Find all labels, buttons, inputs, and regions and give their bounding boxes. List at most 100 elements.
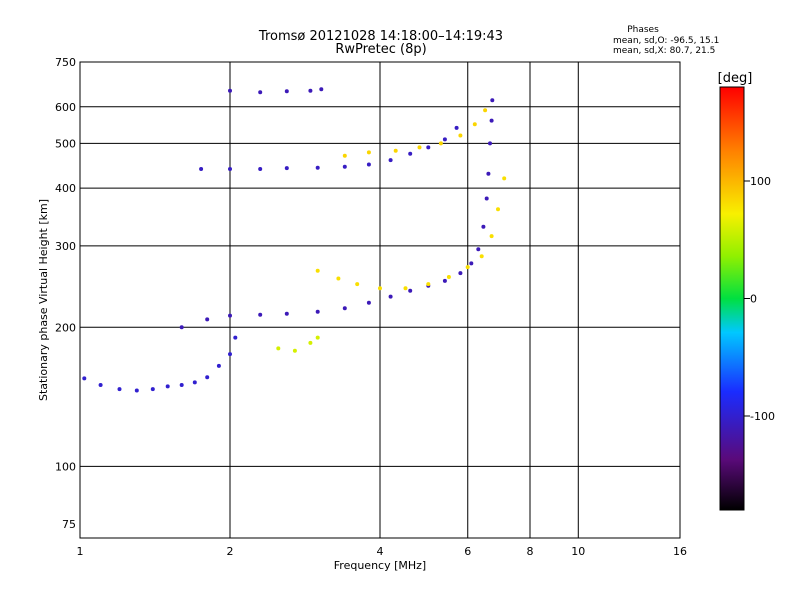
data-point [292, 348, 297, 353]
data-point [388, 294, 393, 299]
x-tick-label: 2 [227, 545, 234, 558]
data-point [82, 376, 87, 381]
data-point [150, 387, 155, 392]
data-point [315, 309, 320, 314]
data-point [489, 118, 494, 123]
data-point [205, 375, 210, 380]
x-axis-label: Frequency [MHz] [334, 559, 426, 572]
data-point [342, 164, 347, 169]
data-point [308, 88, 313, 93]
data-point [488, 141, 492, 146]
data-point [481, 224, 486, 229]
data-point [479, 254, 484, 259]
data-point [315, 165, 320, 170]
data-point [489, 234, 494, 239]
y-axis-label: Stationary phase Virtual Height [km] [37, 199, 50, 401]
data-point [228, 313, 232, 318]
data-point [228, 167, 232, 171]
data-point [465, 265, 470, 270]
data-point [276, 346, 281, 351]
data-point [117, 387, 122, 392]
data-point [315, 268, 320, 273]
data-point [484, 196, 489, 201]
data-point [486, 171, 491, 176]
y-tick-label: 400 [55, 182, 76, 195]
data-point [308, 340, 313, 345]
data-point [199, 167, 204, 171]
x-tick-label: 10 [571, 545, 585, 558]
x-tick-label: 4 [377, 545, 384, 558]
data-point [426, 145, 431, 150]
data-point [417, 145, 422, 150]
data-point [355, 282, 360, 287]
data-point [408, 151, 413, 156]
data-point [426, 282, 431, 287]
data-point [98, 383, 103, 387]
y-tick-label: 500 [55, 137, 76, 150]
data-point [216, 363, 221, 368]
data-point [490, 98, 495, 103]
y-tick-label: 300 [55, 240, 76, 253]
colorbar-ticks: 100 0 -100 [744, 175, 775, 423]
data-point [483, 108, 488, 113]
data-point [165, 384, 170, 389]
colorbar [719, 86, 745, 511]
data-point [258, 90, 263, 95]
y-tick-label: 100 [55, 460, 76, 473]
data-point [233, 335, 238, 340]
data-point [388, 158, 393, 163]
data-point [228, 88, 232, 93]
data-point [284, 166, 289, 171]
data-point [446, 275, 451, 279]
data-point [179, 325, 184, 330]
data-point [319, 87, 324, 92]
data-point [502, 176, 507, 181]
colorbar-tick-label: 100 [750, 175, 771, 188]
data-point [179, 383, 184, 387]
data-point [472, 122, 477, 127]
data-point [458, 133, 463, 138]
colorbar-tick-label: 0 [750, 293, 757, 306]
data-point [366, 162, 371, 167]
x-tick-label: 1 [77, 545, 84, 558]
data-point [458, 271, 463, 276]
x-axis-ticks: 1 2 4 6 8 10 16 [77, 545, 688, 558]
x-tick-label: 6 [464, 545, 471, 558]
data-point [258, 312, 263, 317]
data-point [476, 247, 481, 252]
y-tick-label: 750 [55, 56, 76, 69]
data-point [442, 137, 447, 142]
data-point [315, 335, 320, 340]
data-point [442, 278, 447, 283]
data-point [192, 380, 197, 385]
y-tick-label: 600 [55, 101, 76, 114]
data-point [366, 300, 371, 305]
data-point [258, 167, 263, 171]
data-point [284, 89, 289, 94]
stats-title: Phases [627, 25, 659, 35]
stats-line-o: mean, sd,O: -96.5, 15.1 [613, 36, 719, 46]
data-point [228, 352, 232, 357]
data-points [82, 87, 507, 393]
data-point [403, 286, 408, 291]
grid-lines [80, 62, 680, 538]
data-point [342, 153, 347, 158]
data-point [393, 148, 398, 153]
y-tick-label: 75 [62, 518, 76, 531]
colorbar-tick-label: -100 [750, 410, 775, 423]
chart-title-line1: Tromsø 20121028 14:18:00–14:19:43 [258, 29, 503, 44]
data-point [496, 207, 500, 212]
chart-title-line2: RwPretec (8p) [335, 42, 426, 57]
stats-line-x: mean, sd,X: 80.7, 21.5 [613, 46, 715, 56]
data-point [342, 306, 347, 311]
data-point [366, 150, 371, 155]
data-point [408, 288, 413, 293]
colorbar-unit-label: [deg] [718, 71, 753, 86]
data-point [134, 388, 139, 393]
x-tick-label: 8 [527, 545, 534, 558]
data-point [454, 125, 459, 130]
data-point [336, 276, 341, 281]
data-point [469, 261, 474, 266]
y-tick-label: 200 [55, 321, 76, 334]
